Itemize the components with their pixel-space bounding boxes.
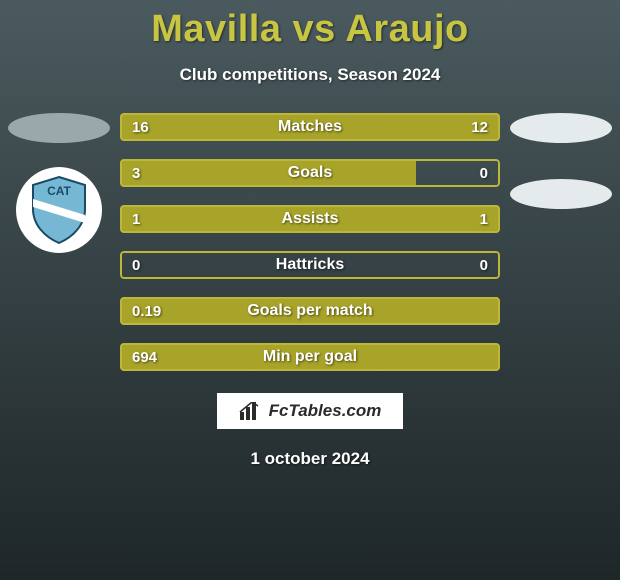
bar-value-left: 0.19 [132,303,161,320]
infographic-container: Mavilla vs Araujo Club competitions, Sea… [0,0,620,580]
bar-value-left: 3 [132,165,140,182]
svg-text:CAT: CAT [47,184,71,198]
right-player-ellipse-2 [510,179,612,209]
bar-label: Goals per match [247,302,372,320]
bar-label: Hattricks [276,256,344,274]
bar-value-right: 1 [480,211,488,228]
bar-value-left: 16 [132,119,149,136]
shield-icon: CAT [29,175,89,245]
left-player-ellipse [8,113,110,143]
bars-column: 16 12 Matches 3 0 Goals 1 1 Assists 0 0 Hattricks 0.… [120,113,500,371]
bars-icon [239,402,261,420]
bar-fill-left [120,159,416,187]
bar-value-right: 0 [480,165,488,182]
bar-value-right: 0 [480,257,488,274]
stat-bar: 694 Min per goal [120,343,500,371]
bar-value-left: 694 [132,349,157,366]
fctables-logo[interactable]: FcTables.com [217,393,404,429]
bar-label: Min per goal [263,348,357,366]
left-column: CAT [8,113,110,253]
page-subtitle: Club competitions, Season 2024 [180,65,441,85]
bar-value-left: 0 [132,257,140,274]
right-player-ellipse-1 [510,113,612,143]
stat-bar: 1 1 Assists [120,205,500,233]
stat-bar: 0 0 Hattricks [120,251,500,279]
stat-bar: 0.19 Goals per match [120,297,500,325]
bar-label: Assists [282,210,339,228]
logo-text: FcTables.com [269,401,382,421]
left-club-badge: CAT [16,167,102,253]
right-column [510,113,612,209]
stat-bar: 3 0 Goals [120,159,500,187]
bar-value-right: 12 [471,119,488,136]
main-row: CAT 16 12 Matches 3 0 Goals 1 1 Assists 0 0 Hattric… [0,113,620,371]
bar-value-left: 1 [132,211,140,228]
bar-label: Matches [278,118,342,136]
stat-bar: 16 12 Matches [120,113,500,141]
page-title: Mavilla vs Araujo [151,8,469,51]
bar-label: Goals [288,164,332,182]
date-text: 1 october 2024 [250,449,369,469]
